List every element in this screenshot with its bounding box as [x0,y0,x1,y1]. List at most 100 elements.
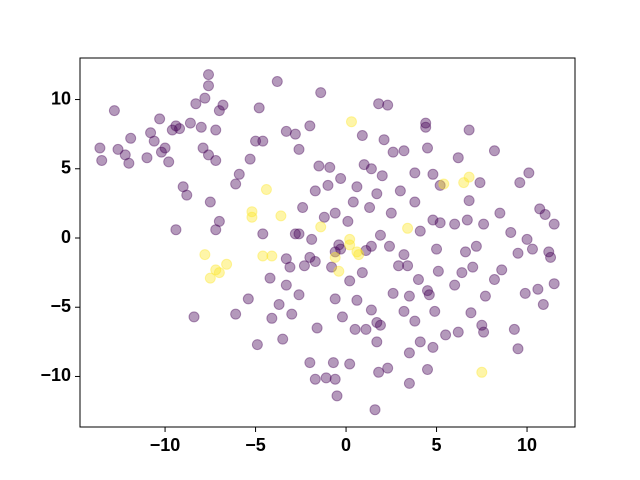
point [463,195,475,207]
point [412,274,424,286]
point [335,243,347,255]
point [112,143,124,155]
point [409,315,421,327]
point [345,116,357,128]
point [230,178,242,190]
point [476,366,488,378]
point [519,287,531,299]
point [123,157,135,169]
point [356,267,368,279]
point [213,267,225,279]
point [478,218,490,230]
point [387,287,399,299]
y-tick-label: 0 [61,227,71,247]
plot-frame [79,57,576,428]
point [286,308,298,320]
point [545,251,557,263]
point [534,203,546,215]
point [371,336,383,348]
point [427,168,439,180]
point [344,239,356,251]
point [452,326,464,338]
point [271,76,283,88]
point [376,170,388,182]
point [293,143,305,155]
point [465,307,477,319]
point [293,228,305,240]
point [420,121,432,133]
point [427,341,439,353]
point [374,319,386,331]
point [204,272,216,284]
point [331,390,343,402]
point [304,251,316,263]
point [264,272,276,284]
point [364,202,376,214]
point [398,145,410,157]
x-tick-label: −10 [150,435,181,455]
point [414,336,426,348]
point [326,261,338,273]
point [246,211,258,223]
point [318,211,330,223]
point [293,289,305,301]
point [523,167,535,179]
point [479,290,491,302]
point [195,121,207,133]
point [210,124,222,136]
point [280,279,292,291]
point [309,373,321,385]
point [467,261,479,273]
point [233,168,245,180]
point [257,228,269,240]
point [154,113,166,125]
point [402,260,414,272]
point [463,171,475,183]
point [170,224,182,236]
x-tick-label: 10 [517,435,537,455]
point [449,279,461,291]
point [253,102,265,114]
point [309,185,321,197]
point [141,152,153,164]
point [315,221,327,233]
point [505,226,517,238]
point [197,142,209,154]
point [548,218,560,230]
point [427,214,439,226]
point [329,246,341,258]
point [329,207,341,219]
point [163,156,175,168]
point [177,181,189,193]
point [373,366,385,378]
point [210,154,222,166]
point [324,161,336,173]
point [378,134,390,146]
point [402,222,414,234]
point [382,99,394,111]
point [344,275,356,287]
point [298,260,310,272]
point [374,229,386,241]
point [329,293,341,305]
point [344,233,356,245]
point [371,188,383,200]
point [452,152,464,164]
point [543,246,555,258]
point [461,214,473,226]
point [371,316,383,328]
point [242,293,254,305]
x-tick-label: −5 [245,435,266,455]
point [512,247,524,259]
point [360,323,372,335]
point [184,117,196,129]
point [213,215,225,227]
point [335,172,347,184]
point [210,224,222,236]
point [311,322,323,334]
point [297,202,309,214]
point [429,305,441,317]
point [434,217,446,229]
point [373,98,385,110]
